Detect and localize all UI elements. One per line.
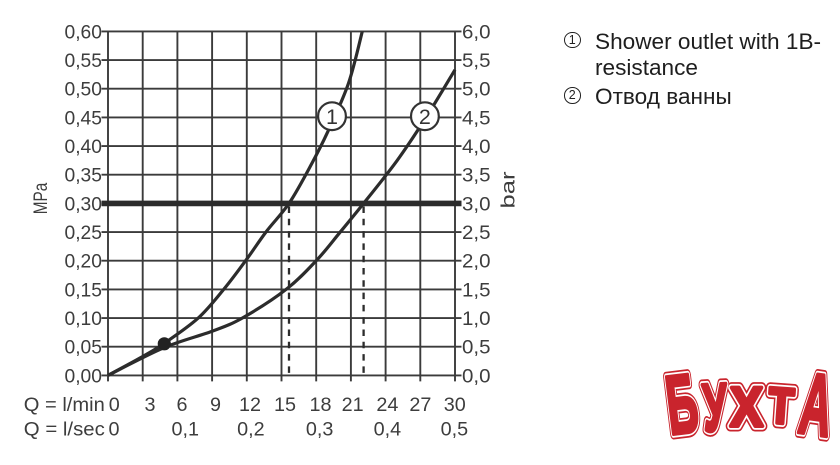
svg-text:9: 9 bbox=[210, 394, 221, 416]
svg-text:0,40: 0,40 bbox=[65, 136, 103, 158]
svg-text:3,0: 3,0 bbox=[462, 193, 491, 215]
svg-text:У: У bbox=[701, 369, 730, 446]
svg-text:0: 0 bbox=[109, 394, 120, 416]
svg-text:0,4: 0,4 bbox=[374, 419, 402, 441]
svg-text:6,0: 6,0 bbox=[462, 21, 491, 43]
svg-text:1,0: 1,0 bbox=[462, 308, 491, 330]
svg-text:0,60: 0,60 bbox=[65, 21, 103, 43]
svg-text:Х: Х bbox=[730, 377, 763, 438]
svg-text:А: А bbox=[794, 362, 834, 446]
svg-text:0,3: 0,3 bbox=[306, 419, 334, 441]
svg-text:0,30: 0,30 bbox=[65, 193, 103, 215]
svg-text:5,0: 5,0 bbox=[462, 79, 491, 101]
svg-text:0,25: 0,25 bbox=[65, 222, 103, 244]
svg-text:2,0: 2,0 bbox=[462, 251, 491, 273]
svg-text:0,5: 0,5 bbox=[462, 337, 491, 359]
svg-text:4,0: 4,0 bbox=[462, 136, 491, 158]
svg-text:Х: Х bbox=[730, 377, 763, 438]
svg-text:18: 18 bbox=[309, 394, 331, 416]
svg-text:0,55: 0,55 bbox=[65, 50, 103, 72]
svg-text:2: 2 bbox=[419, 105, 431, 129]
svg-text:0,35: 0,35 bbox=[65, 165, 103, 187]
svg-text:3,5: 3,5 bbox=[462, 165, 491, 187]
svg-text:5,5: 5,5 bbox=[462, 50, 491, 72]
svg-text:1: 1 bbox=[326, 105, 338, 129]
svg-text:MPa: MPa bbox=[30, 183, 52, 215]
svg-text:0,45: 0,45 bbox=[65, 107, 103, 129]
svg-text:Б: Б bbox=[661, 362, 703, 446]
svg-text:2,5: 2,5 bbox=[462, 222, 491, 244]
svg-text:12: 12 bbox=[239, 394, 261, 416]
svg-text:0,2: 0,2 bbox=[237, 419, 265, 441]
svg-text:0,0: 0,0 bbox=[462, 365, 491, 387]
svg-text:0,50: 0,50 bbox=[65, 79, 103, 101]
svg-text:Т: Т bbox=[766, 376, 795, 434]
svg-text:0,15: 0,15 bbox=[65, 279, 103, 301]
svg-text:21: 21 bbox=[342, 394, 364, 416]
svg-text:bar: bar bbox=[498, 171, 520, 209]
svg-text:Q = l/sec: Q = l/sec bbox=[24, 419, 105, 441]
svg-text:Х: Х bbox=[730, 377, 763, 438]
svg-text:0,10: 0,10 bbox=[65, 308, 103, 330]
svg-text:0,00: 0,00 bbox=[65, 365, 103, 387]
svg-text:1,5: 1,5 bbox=[462, 279, 491, 301]
svg-text:27: 27 bbox=[409, 394, 431, 416]
svg-text:3: 3 bbox=[144, 394, 155, 416]
svg-text:30: 30 bbox=[444, 394, 466, 416]
svg-text:24: 24 bbox=[376, 394, 398, 416]
svg-text:0,20: 0,20 bbox=[65, 251, 103, 273]
svg-text:4,5: 4,5 bbox=[462, 107, 491, 129]
svg-text:15: 15 bbox=[274, 394, 296, 416]
svg-text:0: 0 bbox=[108, 419, 119, 441]
svg-text:0,05: 0,05 bbox=[65, 337, 103, 359]
svg-text:0,5: 0,5 bbox=[441, 419, 469, 441]
svg-text:Q = l/min: Q = l/min bbox=[24, 394, 105, 416]
svg-text:0,1: 0,1 bbox=[172, 419, 200, 441]
svg-text:6: 6 bbox=[176, 394, 187, 416]
